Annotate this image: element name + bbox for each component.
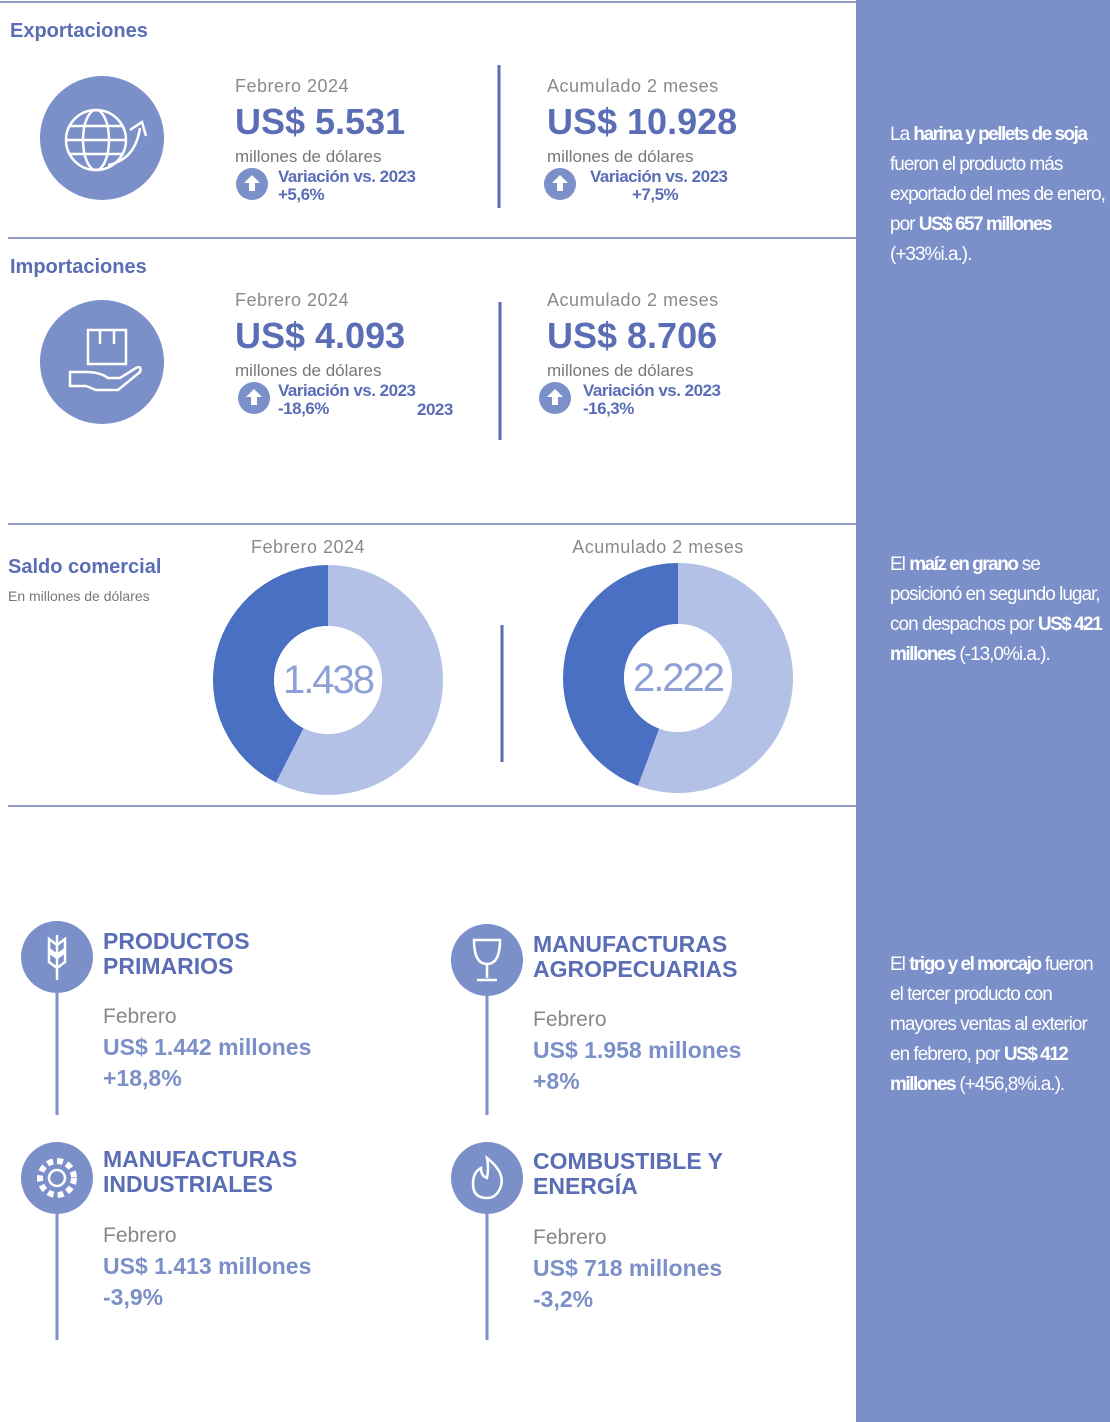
donut-period: Febrero 2024 [250,537,366,557]
unit: millones de dólares [235,361,382,380]
section-title: Exportaciones [10,20,148,42]
sector-amount: US$ 1.442 millones [103,1034,312,1060]
variation: +5,6% [278,185,325,204]
variation: +7,5% [632,185,679,204]
arrow [244,175,260,191]
donut-hole [624,624,732,732]
period: Acumulado 2 meses [547,76,719,96]
amount: US$ 5.531 [235,101,406,142]
arrow [246,389,262,405]
unit: millones de dólares [547,361,694,380]
arrow [547,389,563,405]
column-dividers [497,65,504,762]
note-highlight: harina y pellets de soja [913,124,1088,145]
donut-segment [275,565,443,795]
sector-amount: US$ 1.413 millones [103,1253,312,1279]
note-text: se posicionó en segundo lugar, con despa… [890,554,1101,635]
sector-change: -3,9% [103,1284,164,1310]
unit: millones de dólares [235,147,382,166]
note-text: La [890,124,914,145]
note-highlight: trigo y el morcajo [909,954,1042,975]
variation-label: Variación vs. 2023 [278,167,416,186]
donut-period: Acumulado 2 meses [572,537,744,557]
unit: millones de dólares [547,147,694,166]
sector-period: Febrero [103,1224,177,1247]
donut-center: 1.438 [282,658,375,702]
variation-label: Variación vs. 2023 [278,381,416,400]
sector-name: COMBUSTIBLE Y [533,1148,723,1174]
import-icon [40,300,164,424]
variation-overlay: 2023 [417,400,453,419]
dividers [0,1,856,807]
note-highlight: US$ 421 millones [890,614,1103,665]
note-text: (-13,0%i.a.). [955,644,1050,665]
sector-period: Febrero [103,1005,177,1028]
sector-icons [21,921,523,1340]
donut-segment [562,563,678,786]
amount: US$ 10.928 [547,101,738,142]
period: Acumulado 2 meses [547,290,719,310]
donuts [212,563,793,795]
sector-amount: US$ 718 millones [533,1255,723,1281]
period: Febrero 2024 [235,76,350,96]
variation-arrows [236,168,576,414]
note-text: El [890,954,910,975]
sector-name: ENERGÍA [533,1173,638,1199]
sector-name: PRODUCTOS [103,928,250,954]
sector-change: +8% [533,1068,580,1094]
arrow [552,175,568,191]
section-subtitle: En millones de dólares [8,588,150,604]
sector-name: MANUFACTURAS [103,1146,298,1172]
note-text: fueron el producto más exportado del mes… [890,154,1106,235]
note: La harina y pellets de soja fueron el pr… [890,120,1106,270]
amount: US$ 4.093 [235,315,406,356]
note-highlight: maíz en grano [909,554,1019,575]
sector-name: PRIMARIOS [103,953,234,979]
variation-label: Variación vs. 2023 [583,381,721,400]
sector-period: Febrero [533,1226,607,1249]
sector-amount: US$ 1.958 millones [533,1037,742,1063]
sector-period: Febrero [533,1008,607,1031]
note-text: fueron el tercer producto con mayores ve… [890,954,1094,1065]
sector-change: +18,8% [103,1065,182,1091]
donut-segment [637,563,793,793]
note: El trigo y el morcajo fueron el tercer p… [890,950,1106,1100]
donut-center: 2.222 [632,656,725,700]
donut-hole [274,626,382,734]
note-text: El [890,554,910,575]
donut-segment [212,565,328,783]
note-highlight: US$ 657 millones [918,214,1053,235]
sidebar: La harina y pellets de soja fueron el pr… [856,0,1110,1422]
graphics [0,1,856,1340]
section-title: Saldo comercial [8,556,162,578]
period: Febrero 2024 [235,290,350,310]
note-highlight: US$ 412 millones [890,1044,1069,1095]
globe-icon [40,76,164,200]
sector-name: AGROPECUARIAS [533,956,738,982]
sector-change: -3,2% [533,1286,594,1312]
variation: -16,3% [583,399,634,418]
variation-label: Variación vs. 2023 [590,167,728,186]
note-text: (+456,8%i.a.). [955,1074,1065,1095]
sector-name: MANUFACTURAS [533,931,728,957]
amount: US$ 8.706 [547,315,718,356]
note: El maíz en grano se posicionó en segundo… [890,550,1106,670]
section-title: Importaciones [10,256,147,278]
note-text: (+33%i.a.). [890,244,972,265]
sector-name: INDUSTRIALES [103,1171,273,1197]
variation: -18,6% [278,399,329,418]
